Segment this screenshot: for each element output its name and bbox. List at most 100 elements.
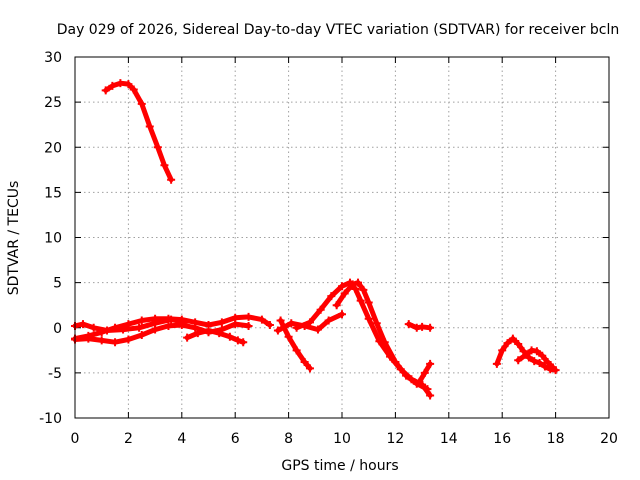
data-point xyxy=(284,332,293,341)
data-point xyxy=(356,296,365,305)
data-point xyxy=(84,334,93,343)
x-tick-label: 2 xyxy=(124,431,133,447)
data-point xyxy=(359,285,368,294)
data-point xyxy=(79,320,88,329)
data-point xyxy=(137,99,146,108)
x-tick-label: 6 xyxy=(231,431,240,447)
data-point xyxy=(338,310,346,319)
y-axis-label: SDTVAR / TECUs xyxy=(6,181,22,296)
data-point xyxy=(145,122,154,131)
y-tick-label: 0 xyxy=(53,321,62,337)
x-tick-label: 0 xyxy=(71,431,80,447)
x-tick-labels: 0 2 4 6 8 10 12 14 16 18 20 xyxy=(71,431,618,447)
data-point xyxy=(338,282,346,291)
data-point xyxy=(180,318,189,327)
data-point xyxy=(498,346,507,355)
chart-title: Day 029 of 2026, Sidereal Day-to-day VTE… xyxy=(57,22,620,38)
data-point xyxy=(193,329,202,338)
x-tick-label: 20 xyxy=(600,431,618,447)
data-point xyxy=(372,319,381,328)
data-point xyxy=(332,301,341,310)
data-point xyxy=(426,359,435,368)
data-point xyxy=(116,79,125,88)
data-point xyxy=(151,319,160,328)
data-series xyxy=(71,79,560,400)
series-arc-late-12 xyxy=(404,320,435,332)
data-point xyxy=(426,323,435,332)
data-point xyxy=(404,320,413,329)
data-point xyxy=(402,371,411,380)
data-point xyxy=(492,359,501,368)
data-point xyxy=(160,161,169,170)
y-tick-label: 30 xyxy=(44,50,62,66)
data-point xyxy=(522,350,531,359)
data-point xyxy=(418,322,427,331)
data-point xyxy=(119,325,128,334)
data-point xyxy=(124,80,133,89)
data-point xyxy=(420,368,429,377)
data-point xyxy=(287,319,296,328)
data-point xyxy=(300,358,309,367)
y-tick-label: 10 xyxy=(44,231,62,247)
data-point xyxy=(244,312,253,321)
y-tick-label: 15 xyxy=(44,185,62,201)
x-tick-label: 14 xyxy=(440,431,458,447)
y-tick-labels: -10 -5 0 5 10 15 20 25 30 xyxy=(39,50,62,427)
data-point xyxy=(324,316,333,325)
data-point xyxy=(292,346,301,355)
data-point xyxy=(231,320,240,329)
data-point xyxy=(548,363,557,372)
x-tick-label: 18 xyxy=(547,431,565,447)
data-point xyxy=(265,321,274,330)
data-point xyxy=(380,338,389,347)
series-line xyxy=(103,80,174,183)
data-point xyxy=(204,326,213,335)
data-point xyxy=(276,316,285,325)
data-point xyxy=(532,347,541,356)
data-point xyxy=(340,289,349,298)
data-point xyxy=(351,284,360,293)
data-point xyxy=(111,338,120,347)
data-point xyxy=(137,330,146,339)
gridlines xyxy=(75,57,609,418)
series-arc-early-high xyxy=(101,79,176,184)
data-point xyxy=(137,316,146,325)
x-tick-label: 10 xyxy=(333,431,351,447)
series-arc-flat-8 xyxy=(273,310,346,335)
data-point xyxy=(538,351,547,360)
data-point xyxy=(129,85,138,94)
data-point xyxy=(164,321,173,330)
data-point xyxy=(305,318,314,327)
data-point xyxy=(540,362,549,371)
data-point xyxy=(543,358,552,367)
y-tick-label: 20 xyxy=(44,140,62,156)
data-point xyxy=(426,391,435,400)
series-arc-peak-10b xyxy=(332,278,432,394)
data-point xyxy=(364,314,373,323)
data-point xyxy=(225,332,234,341)
data-point xyxy=(89,323,98,332)
data-point xyxy=(273,326,282,335)
data-point xyxy=(183,333,192,342)
x-axis-label: GPS time / hours xyxy=(281,458,398,474)
data-point xyxy=(239,338,248,347)
x-tick-label: 12 xyxy=(386,431,404,447)
series-line xyxy=(275,311,345,333)
data-point xyxy=(503,339,512,348)
x-tick-label: 4 xyxy=(177,431,186,447)
data-point xyxy=(530,357,539,366)
series-arc-morning-c xyxy=(71,315,189,335)
series-arc-evening-b xyxy=(514,346,557,372)
data-point xyxy=(167,175,176,184)
data-point xyxy=(108,81,117,90)
data-point xyxy=(327,292,336,301)
series-arc-midday xyxy=(183,326,248,347)
data-point xyxy=(124,335,133,344)
data-point xyxy=(391,358,400,367)
data-point xyxy=(97,336,106,345)
data-point xyxy=(423,385,432,394)
data-point xyxy=(348,280,357,289)
data-point xyxy=(354,278,363,287)
data-point xyxy=(215,329,224,338)
